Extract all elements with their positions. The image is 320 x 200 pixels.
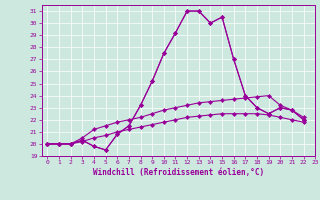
X-axis label: Windchill (Refroidissement éolien,°C): Windchill (Refroidissement éolien,°C)	[93, 168, 264, 177]
